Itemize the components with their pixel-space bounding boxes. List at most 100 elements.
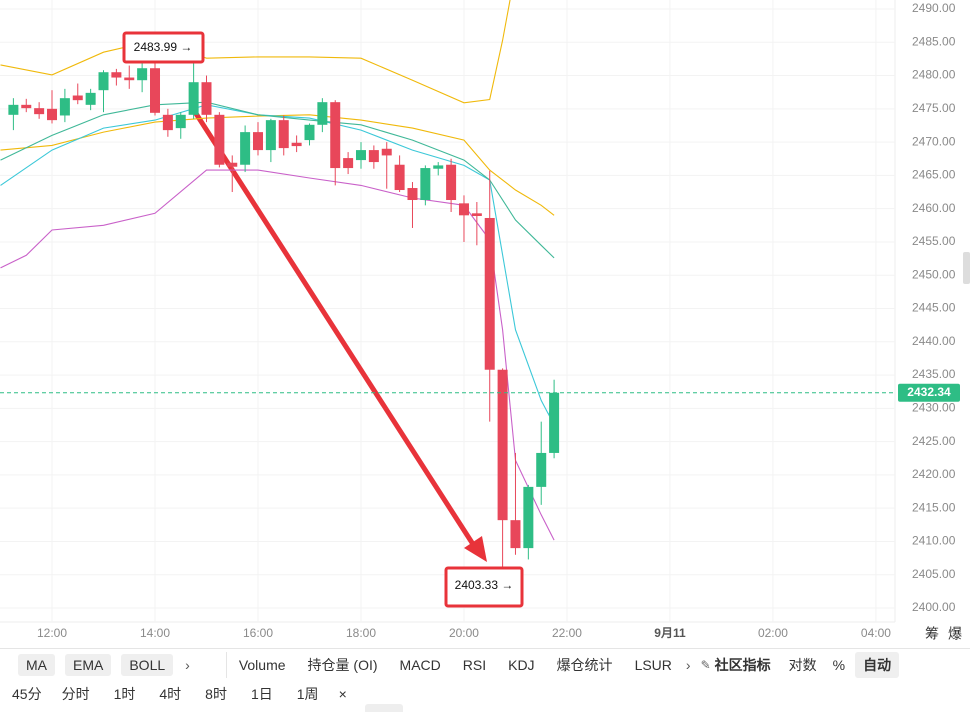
interval-bar: 45分 分时 1时 4时 8时 1日 1周 × — [0, 680, 970, 708]
x-tick-label: 14:00 — [140, 626, 170, 640]
candle-body — [98, 72, 109, 91]
sub-indicator[interactable]: KDJ — [508, 657, 535, 673]
annotation: 2483.99 → — [134, 40, 193, 54]
sub-indicator[interactable]: 爆仓统计 — [556, 657, 613, 673]
y-tick-label: 2430.00 — [912, 401, 956, 415]
y-tick-label: 2450.00 — [912, 267, 956, 281]
candle-body — [523, 486, 534, 549]
auto-toggle[interactable]: 自动 — [855, 652, 900, 678]
arrow — [192, 110, 481, 554]
candle-body — [381, 148, 392, 156]
edit-icon: ✎ — [700, 658, 711, 672]
indicator-line — [0, 169, 555, 541]
candle-body — [214, 114, 225, 165]
interval[interactable]: 1日 — [250, 686, 273, 702]
last-price-label: 2432.34 — [907, 385, 951, 399]
candle-body — [549, 392, 560, 453]
y-tick-label: 2435.00 — [912, 367, 956, 381]
interval[interactable]: 8时 — [205, 686, 227, 702]
candle-body — [85, 92, 96, 105]
indicator[interactable]: BOLL — [121, 654, 174, 676]
candle-body — [510, 520, 521, 549]
sub-indicator[interactable]: 持仓量 (OI) — [307, 657, 378, 673]
axis-icon[interactable]: 筹 — [925, 626, 939, 642]
candle-body — [47, 108, 58, 121]
interval[interactable]: 45分 — [12, 686, 42, 702]
y-tick-label: 2455.00 — [912, 234, 956, 248]
sub-indicator[interactable]: MACD — [399, 657, 441, 673]
candle-body — [304, 124, 315, 141]
annotation: 2403.33 → — [455, 578, 514, 592]
candle-body — [111, 72, 122, 78]
x-tick-label: 18:00 — [346, 626, 376, 640]
x-tick-label: 20:00 — [449, 626, 479, 640]
percent-toggle[interactable]: % — [832, 657, 846, 673]
candle-body — [471, 213, 482, 216]
y-tick-label: 2460.00 — [912, 201, 956, 215]
candle-body — [252, 132, 263, 151]
candle-body — [497, 369, 508, 521]
interval[interactable]: 4时 — [159, 686, 182, 702]
sub-indicator[interactable]: LSUR — [634, 657, 672, 673]
candle-body — [330, 102, 341, 169]
sub-indicator[interactable]: RSI — [462, 657, 487, 673]
candle-body — [72, 95, 83, 101]
indicator-bar: MA EMA BOLL › Volume 持仓量 (OI) MACD RSI K… — [0, 648, 970, 681]
x-tick-label: 02:00 — [758, 626, 788, 640]
candle-body — [343, 158, 354, 169]
candle-body — [433, 165, 444, 169]
community-indicator[interactable]: 社区指标 — [714, 657, 771, 673]
y-tick-label: 2405.00 — [912, 567, 956, 581]
interval[interactable]: 1时 — [113, 686, 136, 702]
candle-body — [317, 102, 328, 125]
candle-body — [227, 162, 238, 167]
x-tick-label: 22:00 — [552, 626, 582, 640]
drag-handle[interactable] — [365, 704, 403, 712]
close-button[interactable]: × — [338, 686, 347, 702]
chevron[interactable]: › — [685, 657, 691, 673]
y-tick-label: 2425.00 — [912, 434, 956, 448]
candle-body — [162, 114, 173, 131]
candle-body — [355, 150, 366, 161]
candle-body — [484, 217, 495, 370]
indicator[interactable]: MA — [18, 654, 55, 676]
y-tick-label: 2480.00 — [912, 68, 956, 82]
interval[interactable]: 分时 — [61, 686, 90, 702]
interval[interactable]: 1周 — [296, 686, 319, 702]
log-toggle[interactable]: 对数 — [788, 657, 817, 673]
axis-icon[interactable]: 爆 — [948, 626, 962, 642]
candle-body — [21, 104, 32, 109]
y-tick-label: 2445.00 — [912, 301, 956, 315]
candle-body — [201, 82, 212, 115]
candle-body — [124, 77, 135, 81]
x-tick-label: 9月11 — [654, 626, 686, 640]
annotation-box — [444, 566, 524, 608]
candle-body — [536, 452, 547, 487]
y-tick-label: 2475.00 — [912, 101, 956, 115]
chevron[interactable]: › — [185, 657, 190, 673]
candle-body — [407, 188, 418, 201]
sub-indicator[interactable]: Volume — [238, 657, 286, 673]
annotation-box — [122, 31, 205, 64]
candle-body — [291, 142, 302, 147]
indicator[interactable]: EMA — [65, 654, 112, 676]
y-tick-label: 2410.00 — [912, 534, 956, 548]
y-tick-label: 2440.00 — [912, 334, 956, 348]
indicator-line — [0, 104, 555, 417]
panel-handle[interactable] — [963, 252, 970, 284]
x-tick-label: 12:00 — [37, 626, 67, 640]
y-tick-label: 2465.00 — [912, 168, 956, 182]
candle-body — [394, 164, 405, 191]
candle-body — [8, 104, 19, 115]
candle-body — [59, 98, 70, 116]
candle-body — [446, 164, 457, 201]
candle-body — [150, 68, 161, 113]
y-tick-label: 2490.00 — [912, 1, 956, 15]
y-tick-label: 2400.00 — [912, 600, 956, 614]
candle-body — [175, 114, 186, 129]
indicator-line — [0, 0, 511, 104]
indicator-line — [0, 101, 555, 259]
x-tick-label: 04:00 — [861, 626, 891, 640]
x-tick-label: 16:00 — [243, 626, 273, 640]
